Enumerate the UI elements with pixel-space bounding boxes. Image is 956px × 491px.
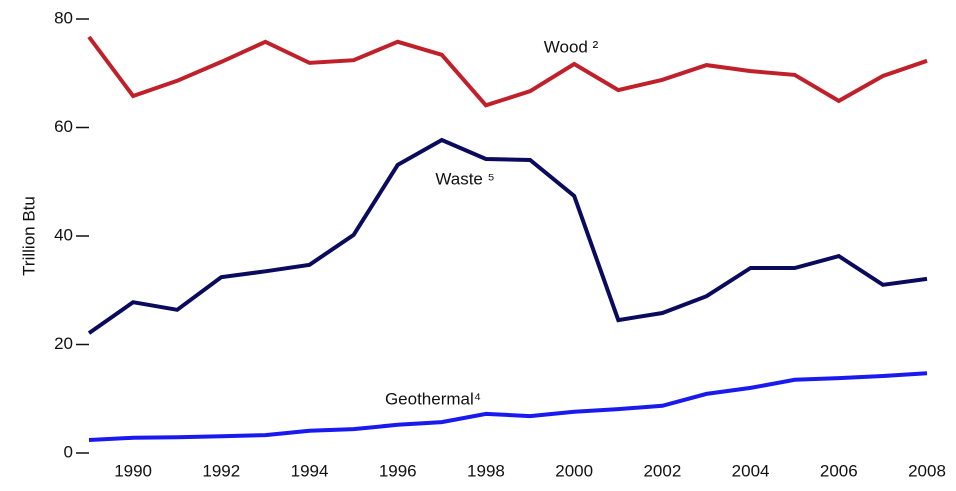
y-tick-label: 80 [54, 8, 73, 27]
x-tick-label: 2006 [820, 461, 858, 480]
series-label: Wood ² [544, 37, 599, 56]
series-label: Geothermal⁴ [385, 389, 481, 408]
y-tick-label: 60 [54, 117, 73, 136]
x-tick-label: 1998 [467, 461, 505, 480]
y-tick-label: 40 [54, 225, 73, 244]
x-tick-label: 2002 [643, 461, 681, 480]
line-series [88, 371, 928, 442]
x-tick-label: 1990 [114, 461, 152, 480]
x-tick-label: 2008 [908, 461, 946, 480]
line-series [87, 35, 928, 108]
y-tick-label: 0 [64, 442, 73, 461]
x-tick-label: 1992 [202, 461, 240, 480]
x-tick-label: 2004 [732, 461, 770, 480]
x-tick-label: 1996 [379, 461, 417, 480]
line-series [87, 137, 928, 335]
series-label: Waste ⁵ [435, 169, 494, 188]
y-tick-label: 20 [54, 334, 73, 353]
x-tick-label: 1994 [291, 461, 329, 480]
x-tick-label: 2000 [555, 461, 593, 480]
y-axis-label: Trillion Btu [19, 196, 38, 276]
